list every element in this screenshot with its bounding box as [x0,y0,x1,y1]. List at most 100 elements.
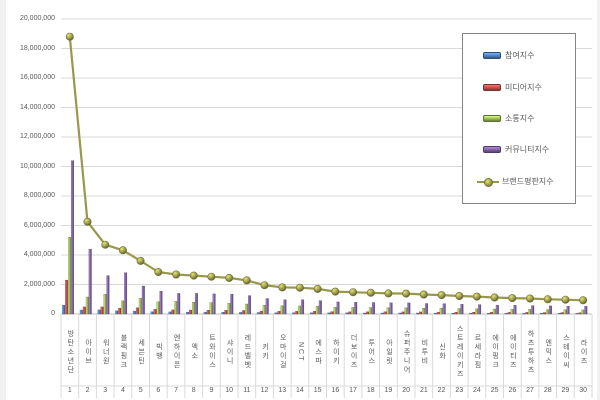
bar [141,285,145,315]
bar [103,294,107,315]
x-rank-label: 7 [174,387,178,394]
bar [132,310,136,315]
y-tick-label: 2,000,000 [23,280,55,288]
x-category-label: 투어스 [367,338,375,366]
bar [239,312,243,315]
bar [262,304,266,315]
bar [71,160,74,315]
bar [156,301,160,315]
bar [401,311,405,315]
x-rank-label: 28 [543,387,552,394]
x-category-label: 더보이즈 [350,334,358,370]
x-rank-label: 9 [209,387,214,394]
x-category-label: 오마이걸 [279,334,287,370]
bar [209,302,213,315]
bar [351,307,355,315]
x-category-label: 르세라핌 [473,334,481,370]
bar [557,313,561,315]
bar [584,306,588,315]
x-rank-label: 5 [138,387,143,394]
bar [354,302,358,315]
bar [97,309,101,315]
bar [492,308,496,315]
bar [298,305,302,315]
x-category-label: 에이티즈 [509,334,517,370]
bar [368,307,372,315]
bar [475,308,479,315]
line-marker [207,272,216,281]
x-category-label: 에스파 [314,338,322,366]
bar [277,311,281,315]
page-edge-right [597,0,600,400]
bar [309,312,313,315]
bar [454,311,458,315]
bar [230,293,234,315]
bar [581,309,585,315]
x-category-label: 워너원 [102,338,110,366]
y-tick-label: 0 [51,310,55,317]
x-category-label: 블랙핑크 [119,334,127,370]
x-rank-label: 13 [278,387,287,394]
bar [425,303,428,315]
y-tick-label: 4,000,000 [23,251,55,258]
bar [174,301,178,315]
bar [274,312,278,315]
bar [457,308,461,315]
bar [436,311,440,315]
x-rank-label: 21 [419,387,428,394]
x-category-label: 트와이스 [208,334,216,370]
bar [433,312,437,315]
bar [186,311,190,315]
line-marker [349,288,358,297]
x-rank-label: 29 [561,387,570,394]
bar [366,311,369,315]
community-swatch-icon [483,146,501,154]
line-marker [136,256,145,265]
y-tick-label: 20,000,000 [19,15,55,22]
line-marker [384,289,393,298]
line-marker [278,283,287,292]
bar [153,309,157,315]
x-rank-label: 26 [508,387,517,394]
y-tick-label: 18,000,000 [19,44,55,52]
bar [245,303,249,315]
x-rank-label: 10 [225,387,234,394]
x-category-label: 엔하이픈 [173,334,181,370]
bar [259,310,263,315]
participation-swatch-icon [483,52,501,60]
x-rank-label: 8 [191,387,196,394]
x-rank-label: 3 [103,387,108,394]
line-marker [154,267,163,276]
line-marker [455,291,464,300]
bar [189,309,192,315]
page-edge-left [0,0,6,400]
line-marker [172,270,181,279]
bar [525,312,529,315]
x-category-label: NCT [296,341,304,363]
x-rank-label: 11 [243,387,251,394]
line-marker [260,281,269,290]
bar [62,304,66,315]
bar [312,311,316,315]
line-marker [402,289,411,298]
x-rank-label: 16 [331,387,340,394]
line-marker [242,276,251,285]
line-marker-swatch-icon [477,177,499,187]
bar [138,297,142,315]
bar [115,310,119,315]
bar [171,309,175,315]
bar [469,312,473,315]
bar [333,307,337,315]
bar [504,313,508,315]
bar [292,312,296,315]
x-category-label: 에이핑크 [491,334,499,370]
bar [330,311,334,315]
x-rank-label: 6 [156,387,161,394]
bar [159,290,163,315]
legend-item-media: 미디어지수 [483,82,575,93]
y-tick-label: 14,000,000 [19,103,55,111]
bar [419,311,423,315]
bar [460,304,464,315]
bar [563,309,567,315]
bar [124,272,128,315]
